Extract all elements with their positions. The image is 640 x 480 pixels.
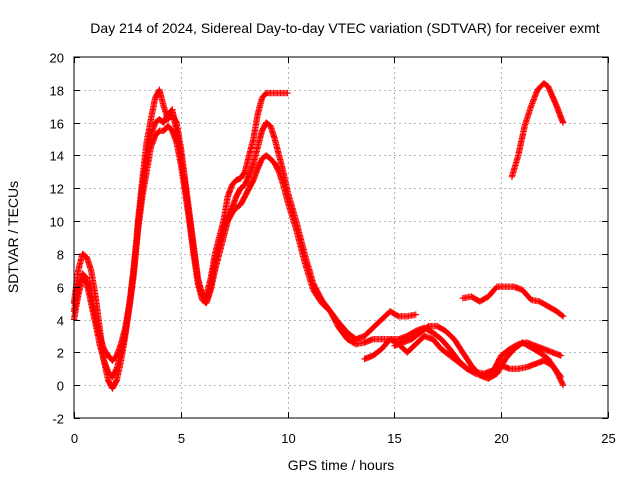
y-tick-label: 2: [57, 346, 64, 361]
data-point-markers: [508, 80, 567, 180]
y-tick-label: 20: [50, 51, 64, 66]
y-tick-label: 14: [50, 149, 64, 164]
x-tick-label: 5: [178, 431, 185, 446]
x-tick-label: 25: [601, 431, 615, 446]
axis-ticks: -2 0 2 4 6 8 10 12 14 16 18 20 0 5 10 15 20 25: [50, 51, 616, 447]
y-axis-label: SDTVAR / TECUs: [5, 181, 21, 293]
y-tick-label: -2: [52, 412, 64, 427]
y-tick-label: 4: [57, 314, 64, 329]
y-tick-label: 12: [50, 182, 64, 197]
series-track-d: [361, 332, 565, 379]
y-tick-label: 0: [57, 379, 64, 394]
y-tick-label: 6: [57, 281, 64, 296]
x-axis-label: GPS time / hours: [288, 457, 395, 473]
chart-title: Day 214 of 2024, Sidereal Day-to-day VTE…: [90, 20, 599, 36]
y-tick-label: 18: [50, 84, 64, 99]
y-tick-label: 16: [50, 117, 64, 132]
x-tick-label: 10: [281, 431, 295, 446]
x-tick-label: 15: [387, 431, 401, 446]
series-track-g: [508, 80, 567, 180]
series-track-e: [391, 322, 567, 389]
data-points: [70, 80, 567, 392]
x-tick-label: 0: [71, 431, 78, 446]
data-point-markers: [391, 322, 567, 389]
y-tick-label: 10: [50, 215, 64, 230]
series-track-f: [459, 283, 567, 320]
data-point-markers: [361, 332, 565, 379]
x-tick-label: 20: [494, 431, 508, 446]
series-track-c: [70, 106, 565, 381]
data-point-markers: [459, 283, 567, 320]
y-tick-label: 8: [57, 248, 64, 263]
plot-frame: [73, 56, 609, 419]
data-point-markers: [70, 106, 565, 381]
